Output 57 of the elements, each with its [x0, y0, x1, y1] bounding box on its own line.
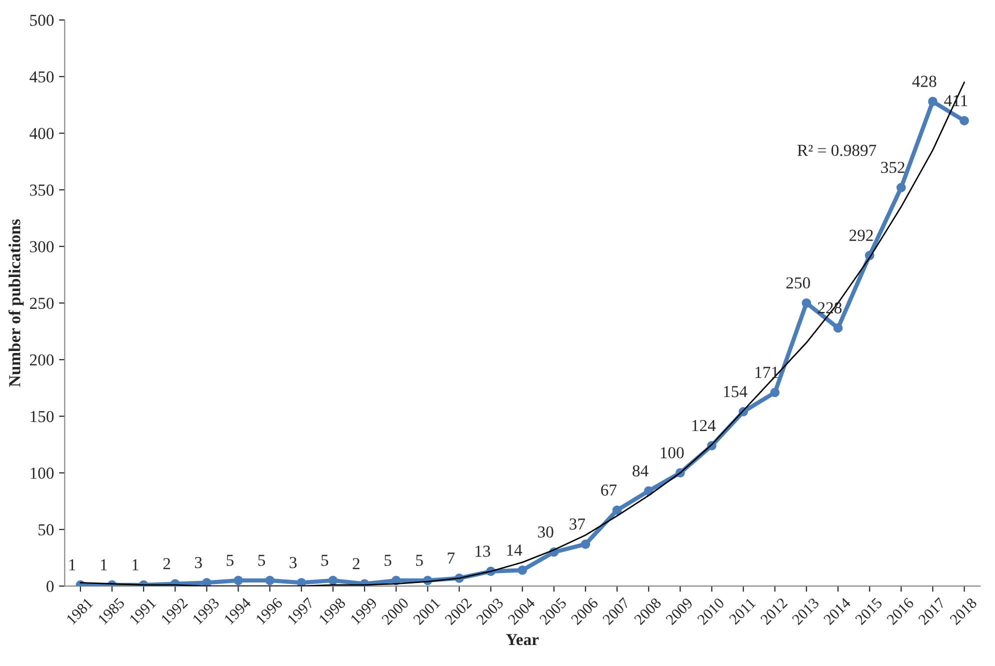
point: [328, 576, 338, 586]
annotation: R² = 0.9897: [797, 144, 876, 156]
data-label: 292: [849, 230, 873, 241]
data-label: 124: [692, 420, 716, 432]
data-label: 30: [538, 526, 554, 538]
y-tick-label: 50: [38, 524, 54, 536]
data-label: 3: [290, 556, 297, 568]
data-label: 428: [912, 76, 936, 87]
point: [612, 506, 622, 515]
data-label: 5: [226, 554, 234, 566]
data-label: 5: [384, 554, 392, 566]
y-tick-label: 300: [30, 241, 54, 252]
data-label: 84: [632, 465, 648, 476]
data-label: 352: [881, 162, 904, 174]
point: [770, 388, 780, 398]
point: [202, 578, 212, 586]
x-tick-label: 1991: [129, 597, 156, 625]
point: [580, 540, 590, 549]
y-tick-label: 450: [30, 71, 54, 83]
point: [802, 298, 812, 308]
data-label: 14: [507, 544, 522, 556]
data-label: 5: [416, 554, 423, 566]
data-label: 13: [476, 546, 490, 557]
y-tick-label: 150: [30, 410, 54, 422]
point: [265, 576, 275, 586]
y-axis-title: Number of publications: [8, 219, 24, 387]
x-tick-label: 1981: [66, 597, 94, 625]
point: [833, 323, 843, 333]
data-label: 2: [352, 558, 360, 570]
y-tick-label: 0: [46, 580, 54, 592]
data-label: 250: [786, 277, 810, 289]
point: [896, 182, 906, 192]
data-label: 2: [163, 558, 170, 570]
x-axis-title: Year: [506, 634, 539, 646]
point: [960, 116, 969, 126]
data-label: 67: [601, 484, 617, 496]
data-label: 171: [756, 366, 778, 378]
point: [928, 96, 938, 106]
y-tick-label: 100: [30, 468, 54, 479]
data-label: 100: [660, 447, 684, 458]
point: [296, 578, 306, 586]
point: [234, 576, 243, 586]
data-label: 154: [724, 386, 748, 398]
y-tick-label: 500: [30, 14, 54, 26]
data-label: 5: [258, 554, 266, 566]
y-tick-label: 400: [30, 128, 54, 140]
data-label: 37: [570, 518, 586, 530]
data-label: 7: [448, 552, 455, 564]
data-label: 3: [195, 556, 202, 568]
y-tick-label: 200: [30, 354, 54, 366]
y-tick-label: 250: [30, 298, 54, 309]
point: [518, 566, 528, 575]
data-label: 5: [321, 554, 328, 566]
data-label: 1: [132, 559, 138, 570]
data-label: 1: [69, 559, 76, 570]
data-label: 1: [100, 559, 107, 570]
y-tick-label: 350: [30, 184, 54, 196]
